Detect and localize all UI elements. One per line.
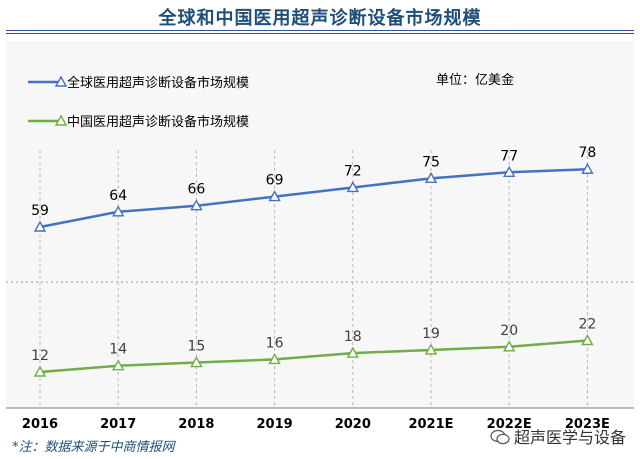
- data-label: 72: [344, 163, 362, 179]
- data-point: [424, 343, 438, 355]
- data-point: [424, 171, 438, 184]
- data-point: [190, 356, 203, 368]
- legend-marker-icon: [54, 75, 68, 87]
- data-label: 18: [344, 329, 362, 345]
- series-line: [39, 339, 588, 374]
- data-point: [346, 346, 359, 358]
- data-label: 19: [422, 326, 440, 342]
- data-point: [346, 181, 359, 193]
- data-label: 20: [500, 323, 518, 339]
- wechat-icon: [490, 429, 510, 445]
- data-point: [268, 352, 281, 365]
- x-tick-label: 2020: [335, 417, 371, 432]
- data-point: [581, 334, 594, 346]
- x-tick-label: 2022E: [487, 417, 532, 432]
- legend-label: 全球医用超声诊断设备市场规模: [67, 75, 249, 91]
- data-point: [112, 359, 125, 371]
- data-point: [268, 190, 281, 202]
- plot-area: [6, 41, 634, 408]
- legend-label: 中国医用超声诊断设备市场规模: [67, 114, 249, 130]
- data-label: 16: [266, 335, 284, 351]
- data-point: [503, 340, 516, 352]
- data-label: 75: [422, 154, 440, 170]
- x-tick-label: 2017: [100, 417, 136, 432]
- data-point: [112, 205, 125, 217]
- data-point: [33, 220, 47, 232]
- data-point: [190, 199, 203, 211]
- data-label: 64: [109, 188, 127, 204]
- data-point: [581, 162, 594, 174]
- watermark: 超声医学与设备: [490, 424, 626, 448]
- data-label: 77: [500, 148, 518, 164]
- title-rule-bottom: [6, 33, 634, 34]
- data-label: 14: [109, 342, 127, 358]
- source-note: *注：数据来源于中商情报网: [12, 440, 175, 455]
- series-line: [39, 167, 588, 229]
- data-label: 69: [266, 173, 284, 189]
- data-label: 59: [31, 203, 49, 219]
- x-tick-label: 2019: [257, 417, 293, 432]
- data-label: 15: [187, 339, 205, 355]
- x-tick-label: 2021E: [408, 417, 453, 432]
- x-tick-label: 2023E: [565, 417, 610, 432]
- title-rule-top: [6, 30, 634, 31]
- unit-label: 单位：亿美金: [436, 72, 514, 88]
- data-label: 66: [187, 182, 205, 198]
- data-point: [503, 165, 516, 177]
- chart-title: 全球和中国医用超声诊断设备市场规模: [158, 8, 482, 29]
- data-label: 22: [578, 317, 596, 333]
- x-tick-label: 2018: [178, 417, 214, 432]
- watermark-text: 超声医学与设备: [513, 428, 626, 447]
- legend-marker-icon: [54, 114, 68, 126]
- data-label: 78: [578, 145, 596, 161]
- x-tick-label: 2016: [22, 417, 58, 432]
- data-label: 12: [31, 348, 49, 364]
- data-point: [33, 365, 47, 377]
